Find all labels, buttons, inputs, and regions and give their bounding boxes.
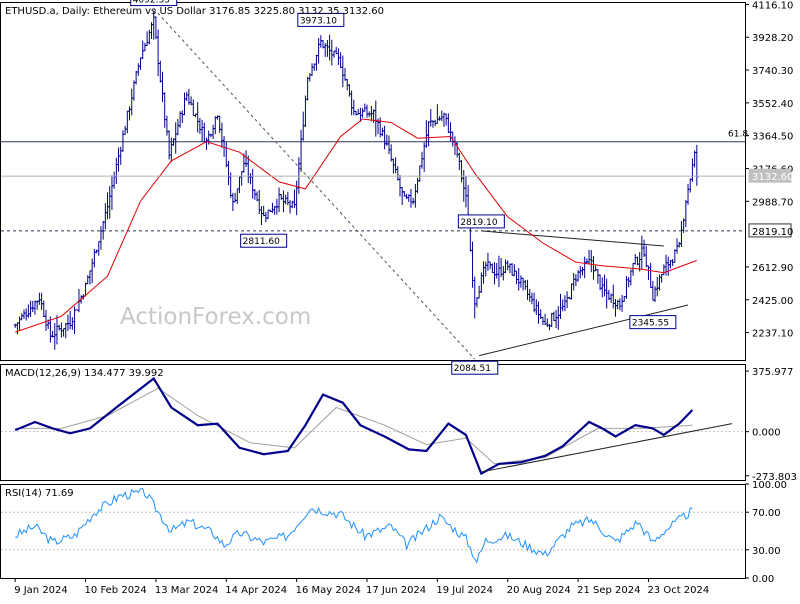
fib-level-label: 61.8 [728,130,748,140]
x-axis-label: 16 May 2024 [296,585,361,596]
rsi-axis-label: 70.00 [752,508,781,519]
price-axis-label: 2988.70 [752,197,793,208]
price-axis-label: 2425.00 [752,296,793,307]
x-axis-label: 23 Oct 2024 [647,585,709,596]
macd-title: MACD(12,26,9) 134.477 39.992 [5,368,164,379]
macd-main-line [14,376,694,476]
rsi-axis-label: 30.00 [752,546,781,557]
rsi-axis-label: 100.00 [752,480,787,491]
x-axis-label: 9 Jan 2024 [14,585,68,596]
x-axis-label: 17 Jun 2024 [366,585,426,596]
price-annotation-box [130,0,178,7]
price-annotation-label: 3973.10 [300,16,337,26]
x-axis-label: 10 Feb 2024 [85,585,147,596]
price-annotation-box [240,233,288,248]
price-axis-label: 2612.90 [752,263,793,274]
rsi-axis-label: 0.00 [752,574,774,585]
price-annotation-box [451,360,499,375]
price-axis-label: 4116.10 [752,0,793,11]
current-price-tag-label: 3132.60 [752,172,793,183]
price-annotation-label: 2345.55 [632,319,669,329]
level-axis-tag-label: 2819.10 [752,227,793,238]
x-axis-label: 14 Apr 2024 [225,585,287,596]
trendline [481,230,664,247]
trendline [153,8,476,360]
price-annotation-box [457,214,505,229]
price-annotation-label: 2811.60 [243,237,280,247]
price-axis-label: 2237.10 [752,329,793,340]
chart-title: ETHUSD.a, Daily: Ethereum vs US Dollar 3… [5,6,384,17]
price-axis-label: 3552.40 [752,99,793,110]
price-axis-label: 3740.30 [752,66,793,77]
x-axis-label: 19 Jul 2024 [436,585,493,596]
moving-average-line [15,118,697,333]
macd-axis-label: -273.803 [752,472,797,483]
x-axis-label: 13 Mar 2024 [155,585,218,596]
price-annotation-label: 2084.51 [454,364,491,374]
ohlc-bar [695,144,699,186]
macd-axis-label: 0.000 [752,428,781,439]
macd-axis-label: 375.977 [752,367,793,378]
price-annotation-box [297,12,345,27]
current-price-tag [748,168,792,183]
level-axis-tag [748,223,792,238]
macd-trendline [481,423,733,473]
price-annotation-label: 2819.10 [460,218,497,228]
price-annotation-box [629,315,677,330]
watermark: ActionForex.com [120,304,311,330]
macd-panel-frame [0,364,746,481]
rsi-line [15,487,693,564]
trendline [479,304,689,357]
rsi-title: RSI(14) 71.69 [5,488,74,499]
x-axis-label: 21 Sep 2024 [577,585,640,596]
price-axis-label: 3364.50 [752,132,793,143]
price-axis-label: 3928.20 [752,33,793,44]
x-axis-label: 20 Aug 2024 [507,585,571,596]
macd-signal-line [15,387,693,465]
price-annotation-label: 4092.35 [133,0,170,6]
price-panel-frame [0,2,746,361]
